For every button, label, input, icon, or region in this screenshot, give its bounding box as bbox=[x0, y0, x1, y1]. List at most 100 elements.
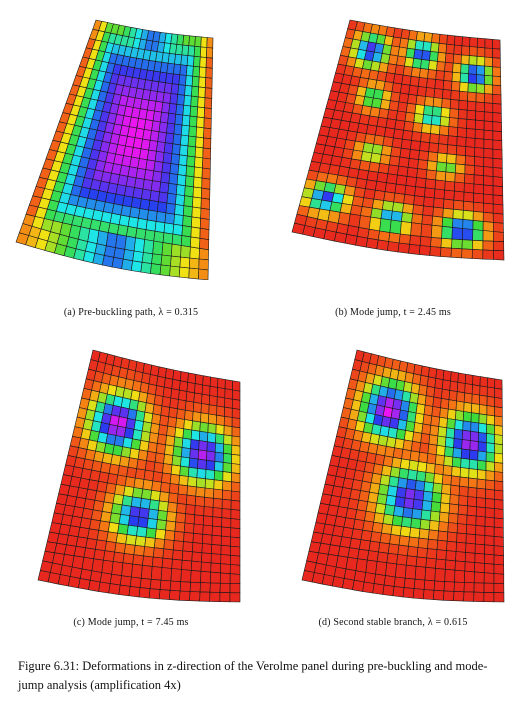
mesh-cell bbox=[393, 128, 405, 140]
mesh-cell bbox=[177, 484, 188, 496]
mesh-cell bbox=[463, 392, 473, 404]
mesh-cell bbox=[419, 68, 429, 79]
mesh-cell bbox=[159, 264, 171, 277]
mesh-cell bbox=[158, 500, 169, 512]
mesh-cell bbox=[130, 496, 142, 509]
mesh-cell bbox=[484, 507, 495, 519]
mesh-cell bbox=[466, 100, 477, 112]
mesh-cell bbox=[170, 464, 181, 476]
mesh-cell bbox=[166, 511, 177, 523]
mesh-cell bbox=[405, 176, 417, 188]
mesh-cell bbox=[462, 200, 474, 212]
mesh-cell bbox=[485, 451, 495, 463]
mesh-cell bbox=[423, 404, 434, 417]
mesh-cell bbox=[468, 55, 478, 66]
mesh-cell bbox=[449, 108, 460, 119]
mesh-cell bbox=[208, 404, 218, 416]
mesh-cell bbox=[426, 376, 437, 389]
mesh-cell bbox=[466, 109, 477, 121]
mesh-cell bbox=[493, 592, 505, 603]
mesh-cell bbox=[436, 61, 446, 72]
mesh-cell bbox=[180, 134, 190, 147]
mesh-cell bbox=[473, 582, 485, 593]
mesh-cell bbox=[445, 162, 457, 174]
mesh-cell bbox=[450, 475, 461, 487]
mesh-cell bbox=[482, 230, 494, 242]
mesh-cell bbox=[185, 165, 195, 178]
mesh-cell bbox=[151, 253, 163, 266]
mesh-cell bbox=[211, 534, 222, 546]
mesh-cell bbox=[121, 562, 134, 578]
mesh-cell bbox=[402, 203, 414, 215]
mesh-cell bbox=[224, 388, 233, 400]
figure-caption-label: Figure 6.31: bbox=[18, 659, 80, 673]
mesh-cell bbox=[162, 386, 173, 399]
mesh-cell bbox=[437, 42, 448, 54]
mesh-cell bbox=[476, 37, 486, 49]
mesh-cell bbox=[463, 591, 475, 602]
mesh-cell bbox=[193, 166, 203, 179]
mesh-cell bbox=[483, 166, 494, 177]
mesh-cell bbox=[230, 527, 241, 539]
mesh-cell bbox=[214, 451, 224, 463]
mesh-cell bbox=[146, 518, 158, 530]
mesh-cell bbox=[152, 547, 165, 559]
mesh-cell bbox=[145, 527, 157, 539]
mesh-cell bbox=[198, 248, 209, 261]
mesh-cell bbox=[180, 235, 192, 248]
mesh-cell bbox=[443, 455, 454, 467]
mesh-cell bbox=[483, 175, 494, 187]
mesh-cell bbox=[199, 227, 210, 241]
mesh-cell bbox=[193, 45, 202, 58]
mesh-cell bbox=[418, 245, 431, 256]
mesh-cell bbox=[453, 44, 463, 56]
mesh-cell bbox=[200, 36, 208, 48]
mesh-cell bbox=[129, 505, 141, 518]
mesh-cell bbox=[148, 199, 159, 212]
mesh-cell bbox=[213, 470, 224, 482]
mesh-cell bbox=[88, 579, 101, 592]
mesh-cell bbox=[386, 485, 398, 497]
mesh-cell bbox=[214, 442, 225, 454]
mesh-cell bbox=[429, 424, 440, 437]
mesh-cell bbox=[108, 583, 121, 595]
mesh-cell bbox=[374, 502, 387, 515]
mesh-cell bbox=[483, 111, 494, 123]
mesh-cell bbox=[444, 61, 454, 73]
mesh-cell bbox=[194, 36, 202, 48]
mesh-cell bbox=[476, 497, 486, 509]
mesh-cell bbox=[378, 107, 390, 119]
mesh-cell bbox=[202, 137, 212, 150]
mesh-cell bbox=[67, 576, 81, 589]
mesh-cell bbox=[440, 247, 452, 258]
mesh-cell bbox=[145, 219, 157, 232]
mesh-cell bbox=[154, 150, 165, 163]
mesh-cell bbox=[157, 509, 168, 522]
mesh-cell bbox=[442, 207, 454, 219]
mesh-cell bbox=[484, 535, 495, 547]
mesh-cell bbox=[143, 411, 154, 424]
mesh-cell bbox=[142, 479, 154, 491]
mesh-cell bbox=[143, 239, 155, 255]
mesh-cell bbox=[199, 421, 209, 433]
mesh-cell bbox=[168, 173, 179, 185]
mesh-cell bbox=[492, 121, 503, 133]
mesh-cell bbox=[165, 435, 176, 447]
mesh-cell bbox=[399, 525, 412, 538]
mesh-cell bbox=[410, 440, 422, 453]
mesh-cell bbox=[147, 508, 159, 520]
mesh-cell bbox=[168, 589, 181, 601]
mesh-cell bbox=[175, 194, 185, 207]
mesh-cell bbox=[182, 205, 193, 218]
mesh-cell bbox=[453, 581, 465, 593]
mesh-cell bbox=[439, 125, 450, 137]
mesh-cell bbox=[355, 177, 368, 190]
mesh-cell bbox=[382, 136, 394, 148]
mesh-cell bbox=[424, 187, 436, 199]
mesh-cell bbox=[194, 505, 205, 517]
mesh-cell bbox=[219, 582, 231, 594]
mesh-cell bbox=[446, 34, 456, 46]
mesh-cell bbox=[423, 579, 436, 591]
mesh-cell bbox=[163, 222, 175, 235]
mesh-cell bbox=[138, 507, 150, 519]
